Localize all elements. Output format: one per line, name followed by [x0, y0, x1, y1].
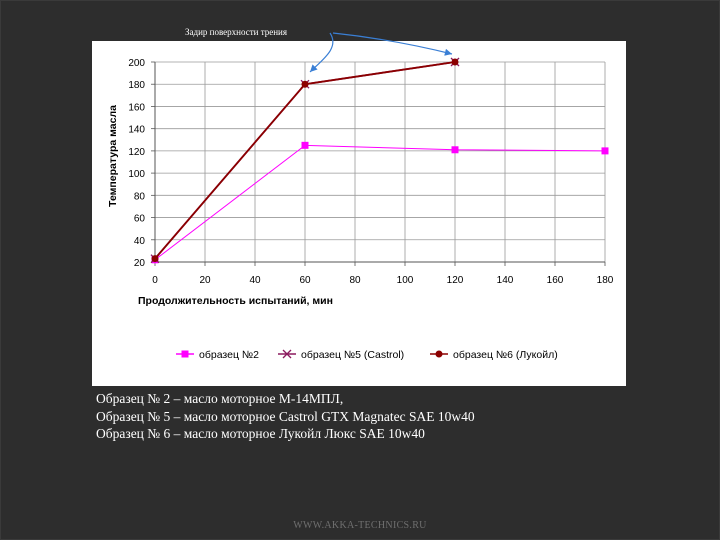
data-point — [451, 58, 459, 66]
caption-line: Образец № 6 – масло моторное Лукойл Люкс… — [96, 426, 425, 441]
y-axis-title: Температура масла — [107, 105, 119, 207]
y-tick-label: 160 — [128, 102, 145, 113]
data-point — [301, 80, 309, 88]
legend-swatch-marker — [282, 349, 292, 359]
legend-label: образец №5 (Castrol) — [301, 349, 404, 361]
data-point — [601, 147, 609, 155]
caption-line: Образец № 5 – масло моторное Castrol GTX… — [96, 408, 475, 424]
x-tick-label: 80 — [349, 275, 361, 286]
chart-panel — [92, 41, 626, 386]
data-point — [151, 255, 159, 263]
annotation-arrow-1 — [309, 32, 334, 73]
series-line-1 — [154, 144, 606, 261]
legend-label: образец №6 (Лукойл) — [453, 349, 558, 361]
x-tick-label: 140 — [497, 275, 514, 286]
y-tick-label: 80 — [134, 191, 146, 202]
y-tick-label: 40 — [134, 236, 146, 247]
y-tick-label: 200 — [128, 58, 145, 69]
x-tick-label: 160 — [547, 275, 564, 286]
x-tick-label: 40 — [249, 275, 261, 286]
legend-swatch-marker — [435, 350, 443, 358]
annotation-label: Задир поверхности трения — [185, 27, 287, 37]
legend-item: образец №6 (Лукойл) — [430, 349, 558, 361]
x-tick-label: 20 — [199, 275, 211, 286]
legend: образец №2 образец №5 (Castrol) образец №6… — [176, 349, 558, 361]
axes — [151, 61, 606, 266]
legend-label: образец №2 — [199, 349, 259, 361]
footer-url: WWW.AKKA-TECHNICS.RU — [293, 520, 427, 531]
y-tick-label: 60 — [134, 214, 146, 225]
series-layer — [150, 57, 609, 264]
y-tick-label: 100 — [128, 169, 145, 180]
data-point — [451, 146, 459, 154]
annotation-arrow-2 — [332, 32, 453, 56]
x-tick-label: 0 — [152, 275, 158, 286]
x-tick-label: 100 — [397, 275, 414, 286]
y-tick-label: 140 — [128, 125, 145, 136]
x-tick-label: 180 — [597, 275, 614, 286]
legend-swatch-marker — [181, 350, 189, 358]
x-axis-title: Продолжительность испытаний, мин — [138, 295, 333, 307]
x-tick-label: 120 — [447, 275, 464, 286]
y-tick-label: 20 — [134, 258, 146, 269]
legend-item: образец №5 (Castrol) — [278, 349, 404, 361]
caption-block: Образец № 2 – масло моторное М-14МПЛ, Об… — [96, 390, 696, 443]
legend-item: образец №2 — [176, 349, 259, 361]
y-tick-label: 180 — [128, 80, 145, 91]
y-tick-label: 120 — [128, 147, 145, 158]
data-point — [301, 141, 309, 149]
caption-line: Образец № 2 – масло моторное М-14МПЛ, — [96, 391, 344, 406]
tick-labels: 20 40 60 80 100 120 140 160 180 200 0 20 40 60 80 100 12… — [128, 58, 613, 286]
x-tick-label: 60 — [299, 275, 311, 286]
